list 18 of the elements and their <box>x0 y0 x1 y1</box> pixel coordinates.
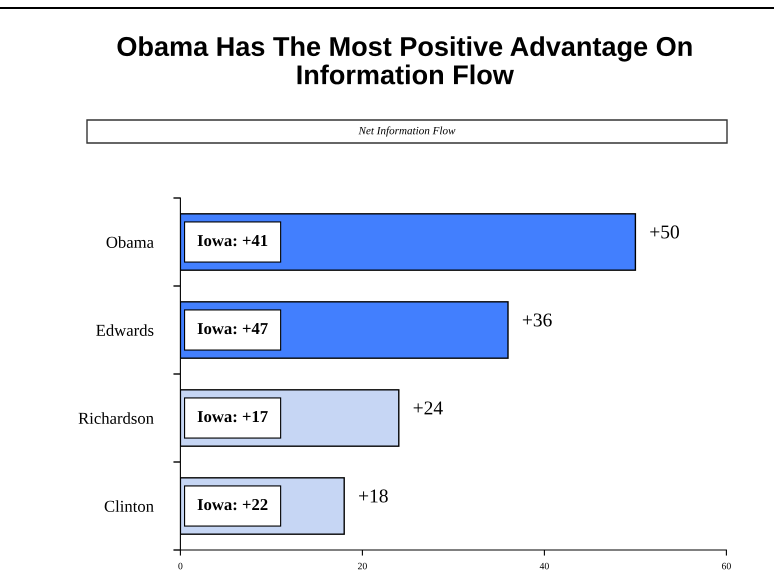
data-label: +18 <box>359 489 388 503</box>
y-tick-label: Clinton <box>104 500 154 512</box>
y-tick-label: Obama <box>106 236 154 248</box>
data-label: +36 <box>522 313 552 327</box>
x-tick-label: 20 <box>358 562 367 570</box>
annotation: Iowa: +41 <box>198 235 268 246</box>
x-tick-label: 60 <box>722 562 731 570</box>
x-tick-label: 40 <box>540 562 549 570</box>
data-label: +24 <box>414 401 443 414</box>
chart-subtitle: Net Information Flow <box>358 126 456 137</box>
annotation: Iowa: +22 <box>198 498 268 510</box>
x-tick-label: 0 <box>178 562 182 570</box>
chart-title: Obama Has The Most Positive Advantage On Information Flow <box>117 36 692 84</box>
annotation: Iowa: +47 <box>198 323 268 334</box>
y-tick-label: Edwards <box>96 324 154 336</box>
y-tick-label: Richardson <box>78 412 154 424</box>
data-label: +50 <box>650 225 679 239</box>
annotation: Iowa: +17 <box>198 411 268 422</box>
